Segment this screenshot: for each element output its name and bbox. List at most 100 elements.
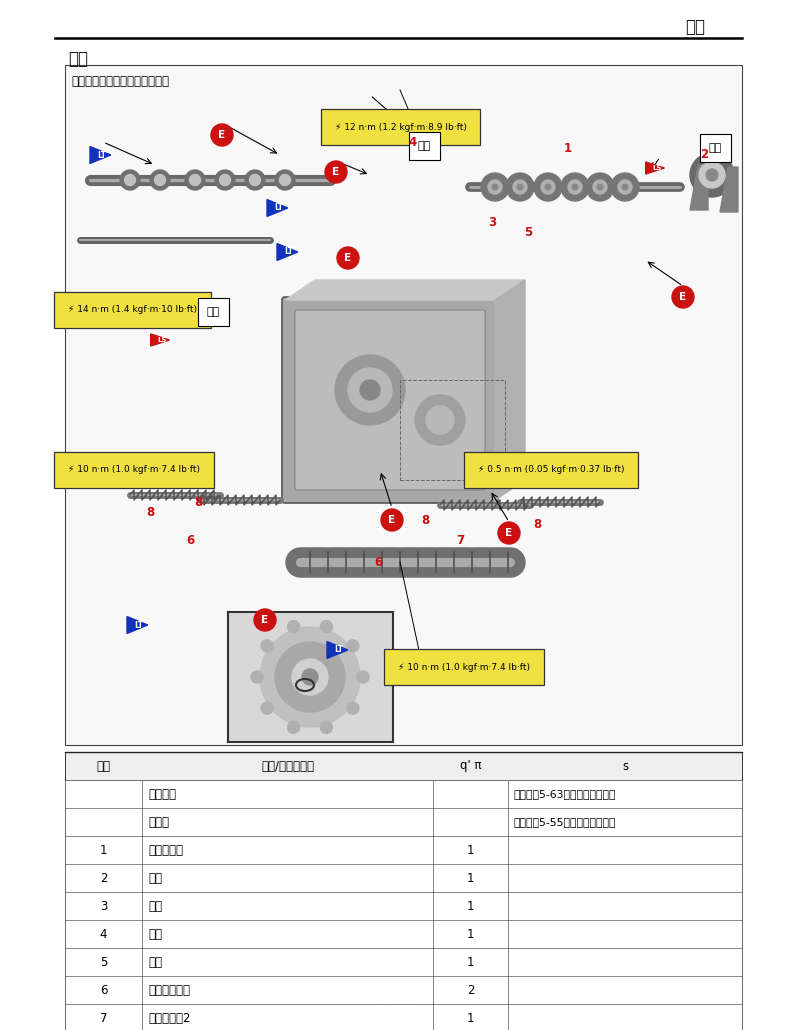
Circle shape xyxy=(254,609,276,631)
Text: 2: 2 xyxy=(700,148,708,162)
Circle shape xyxy=(320,621,332,632)
Bar xyxy=(65,920,742,948)
Circle shape xyxy=(320,721,332,733)
Text: LT: LT xyxy=(97,150,106,160)
Circle shape xyxy=(690,153,734,197)
FancyBboxPatch shape xyxy=(282,297,498,503)
Text: LT: LT xyxy=(274,204,283,212)
Text: 8: 8 xyxy=(194,496,202,510)
Text: 7: 7 xyxy=(100,1011,108,1025)
Text: 1: 1 xyxy=(467,1011,474,1025)
Polygon shape xyxy=(690,165,708,210)
Circle shape xyxy=(288,721,300,733)
Circle shape xyxy=(699,162,725,188)
Text: 新的: 新的 xyxy=(709,143,722,153)
Text: E: E xyxy=(344,253,351,263)
Text: ⚡ 10 n·m (1.0 kgf·m·7.4 lb·ft): ⚡ 10 n·m (1.0 kgf·m·7.4 lb·ft) xyxy=(398,662,530,672)
Circle shape xyxy=(150,170,170,190)
Circle shape xyxy=(506,173,534,201)
Circle shape xyxy=(335,355,405,425)
Bar xyxy=(65,864,742,892)
Text: LS: LS xyxy=(652,165,662,171)
Text: LT: LT xyxy=(285,247,293,256)
Circle shape xyxy=(618,180,632,194)
Text: 2: 2 xyxy=(467,984,474,996)
Bar xyxy=(65,780,742,808)
Circle shape xyxy=(545,184,551,190)
Text: 請參閱用5-55頁的「換檔軸」。: 請參閱用5-55頁的「換檔軸」。 xyxy=(513,817,615,827)
Text: LT: LT xyxy=(134,620,143,629)
Circle shape xyxy=(292,659,328,695)
Circle shape xyxy=(706,169,718,181)
Text: 新的: 新的 xyxy=(418,141,431,151)
Circle shape xyxy=(534,173,562,201)
Circle shape xyxy=(124,174,135,185)
Circle shape xyxy=(415,394,465,445)
Text: 8: 8 xyxy=(533,518,541,531)
Text: E: E xyxy=(218,130,226,140)
Text: 4: 4 xyxy=(100,927,108,940)
Text: E: E xyxy=(261,615,269,625)
Text: 1: 1 xyxy=(564,141,572,154)
Polygon shape xyxy=(151,334,170,346)
Circle shape xyxy=(288,621,300,632)
Circle shape xyxy=(275,642,345,712)
Polygon shape xyxy=(277,243,298,261)
Text: ⚡ 0.5 n·m (0.05 kgf·m·0.37 lb·ft): ⚡ 0.5 n·m (0.05 kgf·m·0.37 lb·ft) xyxy=(478,466,625,475)
Circle shape xyxy=(426,406,454,434)
Circle shape xyxy=(360,380,380,400)
Circle shape xyxy=(348,368,392,412)
Circle shape xyxy=(120,170,140,190)
Circle shape xyxy=(302,670,318,685)
Circle shape xyxy=(275,170,295,190)
Text: 鄰輪: 鄰輪 xyxy=(148,927,162,940)
Text: 4: 4 xyxy=(409,136,417,148)
Text: ⚡ 12 n·m (1.2 kgf·m·8.9 lb·ft): ⚡ 12 n·m (1.2 kgf·m·8.9 lb·ft) xyxy=(335,123,467,132)
Circle shape xyxy=(251,671,263,683)
Circle shape xyxy=(493,184,498,190)
Text: 移位叉指垗2: 移位叉指垗2 xyxy=(148,1011,190,1025)
Circle shape xyxy=(672,286,694,308)
Text: E: E xyxy=(332,167,340,177)
Text: s: s xyxy=(622,759,628,772)
Circle shape xyxy=(593,180,607,194)
Circle shape xyxy=(517,184,523,190)
Circle shape xyxy=(245,170,265,190)
Bar xyxy=(65,752,742,780)
Circle shape xyxy=(185,170,205,190)
Text: ⚡ 14 n·m (1.4 kgf·m·10 lb·ft): ⚡ 14 n·m (1.4 kgf·m·10 lb·ft) xyxy=(68,306,197,314)
Circle shape xyxy=(261,702,273,714)
Polygon shape xyxy=(267,200,288,216)
Text: 工作/零件為拆除: 工作/零件為拆除 xyxy=(261,759,314,772)
Polygon shape xyxy=(495,280,525,500)
Circle shape xyxy=(155,174,166,185)
Text: 驅動軸組件: 驅動軸組件 xyxy=(148,844,183,857)
Text: ⚡ 10 n·m (1.0 kgf·m·7.4 lb·ft): ⚡ 10 n·m (1.0 kgf·m·7.4 lb·ft) xyxy=(68,466,200,475)
Text: 8: 8 xyxy=(421,514,429,526)
Circle shape xyxy=(498,522,520,544)
Polygon shape xyxy=(720,167,738,212)
Text: 1: 1 xyxy=(467,844,474,857)
Text: 油封: 油封 xyxy=(148,871,162,885)
Text: 3: 3 xyxy=(100,899,107,913)
Text: 軸承: 軸承 xyxy=(148,899,162,913)
Bar xyxy=(65,65,742,745)
Text: 6: 6 xyxy=(100,984,108,996)
Circle shape xyxy=(215,170,235,190)
Bar xyxy=(65,976,742,1004)
Circle shape xyxy=(568,180,582,194)
Text: 1: 1 xyxy=(100,844,108,857)
FancyBboxPatch shape xyxy=(295,310,485,490)
Circle shape xyxy=(325,161,347,183)
Polygon shape xyxy=(90,146,111,164)
Text: 組成: 組成 xyxy=(96,759,111,772)
Circle shape xyxy=(249,174,261,185)
Circle shape xyxy=(280,174,290,185)
Text: 7: 7 xyxy=(456,534,464,547)
Bar xyxy=(228,612,393,742)
Circle shape xyxy=(347,640,359,652)
Text: E: E xyxy=(388,515,395,525)
Polygon shape xyxy=(127,617,147,633)
Text: E: E xyxy=(505,528,512,538)
Text: 1: 1 xyxy=(467,927,474,940)
